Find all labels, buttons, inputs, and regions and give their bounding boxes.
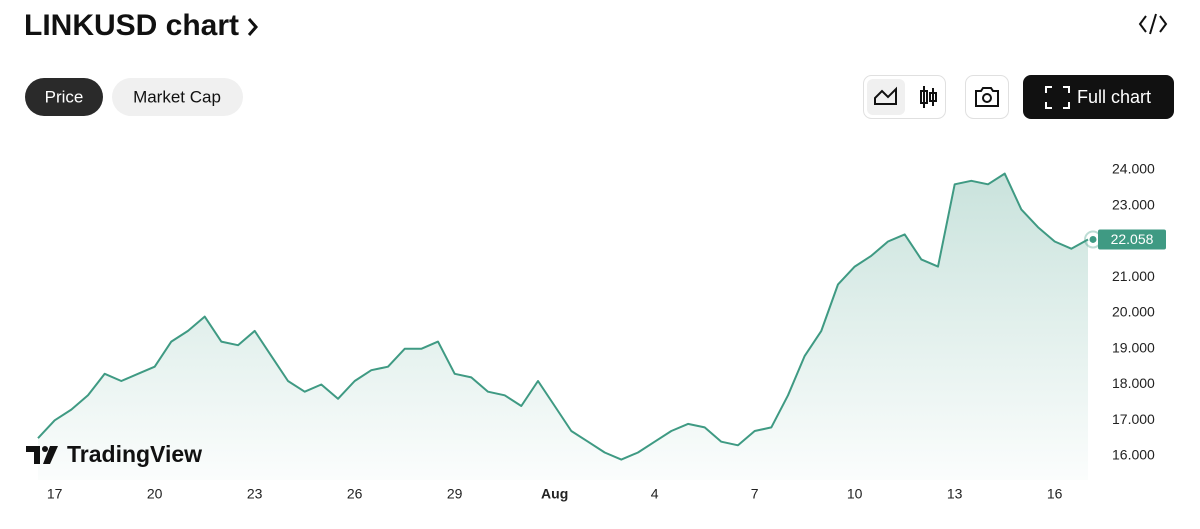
x-tick-label: 26 <box>347 486 363 502</box>
y-tick-label: 19.000 <box>1112 339 1155 355</box>
x-tick-label: 13 <box>947 486 963 502</box>
embed-icon[interactable] <box>1138 13 1168 35</box>
y-tick-label: 20.000 <box>1112 304 1155 320</box>
price-line <box>37 172 1089 461</box>
area-type-button[interactable] <box>867 79 905 115</box>
x-tick-label: 16 <box>1047 486 1063 502</box>
x-tick-label: 29 <box>447 486 463 502</box>
branding: TradingView <box>67 441 202 467</box>
price-label-box <box>1098 229 1166 250</box>
area-fill <box>38 173 1088 480</box>
price-label: 22.058 <box>1111 231 1154 247</box>
title: LINKUSD chart <box>24 9 239 42</box>
x-tick-label: 17 <box>47 486 63 502</box>
y-tick-label: 23.000 <box>1112 196 1155 212</box>
tradingview-logo <box>26 446 58 464</box>
y-tick-label: 18.000 <box>1112 375 1155 391</box>
tab-market-cap-label[interactable]: Market Cap <box>133 87 221 106</box>
full-chart-button[interactable] <box>1023 75 1174 119</box>
x-tick-label: 10 <box>847 486 863 502</box>
x-tick-label: 20 <box>147 486 163 502</box>
y-tick-label: 16.000 <box>1112 447 1155 463</box>
candle-icon[interactable] <box>920 86 937 108</box>
area-icon[interactable] <box>874 86 897 105</box>
tab-price-label[interactable]: Price <box>45 87 84 106</box>
x-tick-label: 7 <box>751 486 759 502</box>
y-tick-label: 21.000 <box>1112 268 1155 284</box>
x-tick-label: 23 <box>247 486 263 502</box>
camera-icon[interactable] <box>975 87 999 107</box>
x-tick-label: 4 <box>651 486 659 502</box>
snapshot-button[interactable] <box>965 75 1009 119</box>
tab-price[interactable] <box>25 78 103 116</box>
x-tick-label: Aug <box>541 486 568 502</box>
last-point <box>1089 235 1097 243</box>
y-tick-label: 17.000 <box>1112 411 1155 427</box>
title-chevron[interactable] <box>247 18 258 36</box>
tab-market-cap[interactable] <box>112 78 243 116</box>
y-tick-label: 24.000 <box>1112 161 1155 177</box>
fullscreen-icon[interactable] <box>1045 86 1070 109</box>
full-chart-label[interactable]: Full chart <box>1077 87 1151 107</box>
